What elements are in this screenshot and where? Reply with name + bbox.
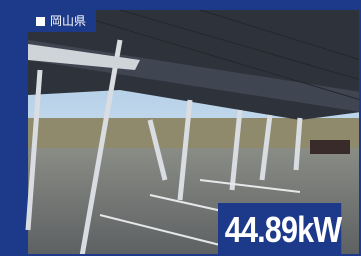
- location: 岡山県: [50, 10, 86, 32]
- project-card: 岡山県 44.89kW: [0, 0, 361, 256]
- square-icon: [36, 17, 45, 26]
- location-tag: 岡山県: [28, 10, 96, 32]
- capacity: 44.89kW: [218, 203, 341, 256]
